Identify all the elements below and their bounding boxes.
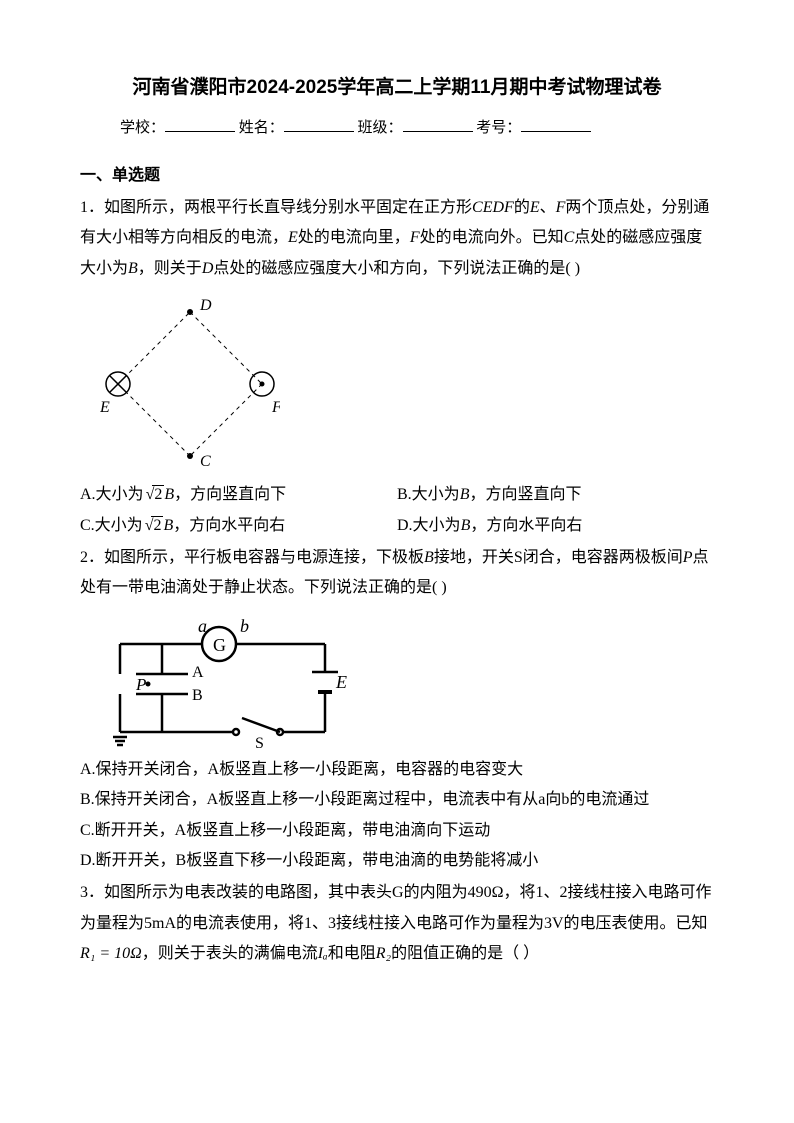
student-info-line: 学校： 姓名： 班级： 考号：: [80, 114, 714, 143]
q2-P: P: [683, 549, 693, 566]
q1-D: D: [202, 260, 214, 277]
name-blank[interactable]: [284, 116, 354, 132]
q1-optC: C.大小为2B，方向水平向右: [80, 511, 397, 541]
q1-optD: D.大小为B，方向水平向右: [397, 511, 714, 541]
sqrt-icon: 2: [144, 480, 165, 510]
q2-B: B: [424, 549, 434, 566]
svg-text:b: b: [240, 616, 249, 636]
q1-optC-suf: ，方向水平向右: [173, 517, 285, 534]
q1-figure: D C E F: [100, 294, 714, 474]
q1-E2: E: [288, 229, 298, 246]
q2-seg2: 接地，开关S闭合，电容器两极板间: [434, 549, 683, 566]
question-3: 3．如图所示为电表改装的电路图，其中表头G的内阻为490Ω，将1、2接线柱接入电…: [80, 878, 714, 969]
q1-B: B: [128, 260, 138, 277]
q1-optA-pre: A.大小为: [80, 486, 144, 503]
q2-num: 2．: [80, 549, 104, 566]
q1-num: 1．: [80, 199, 104, 216]
q1-C: C: [564, 229, 575, 246]
examno-label: 考号：: [476, 120, 521, 136]
q1-cedf: CEDF: [472, 199, 514, 216]
q2-optA: A.保持开关闭合，A板竖直上移一小段距离，电容器的电容变大: [80, 755, 714, 785]
page-title: 河南省濮阳市2024-2025学年高二上学期11月期中考试物理试卷: [80, 70, 714, 106]
q1-seg2: 的: [514, 199, 530, 216]
q1-optC-B: B: [163, 517, 173, 534]
q2-options: A.保持开关闭合，A板竖直上移一小段距离，电容器的电容变大 B.保持开关闭合，A…: [80, 755, 714, 877]
svg-text:E: E: [100, 399, 110, 416]
q1-optC-pre: C.大小为: [80, 517, 143, 534]
section-heading: 一、单选题: [80, 161, 714, 191]
q3-seg1: 如图所示为电表改装的电路图，其中表头G的内阻为490Ω，将1、2接线柱接入电路可…: [80, 884, 711, 931]
q2-optC: C.断开开关，A板竖直上移一小段距离，带电油滴向下运动: [80, 816, 714, 846]
svg-text:B: B: [192, 687, 203, 704]
svg-text:a: a: [198, 616, 207, 636]
q3-Ig: Iₐ: [318, 945, 328, 962]
svg-text:E: E: [335, 672, 347, 692]
q3-seg4: 的阻值正确的是（ ）: [391, 945, 539, 962]
q1-seg8: ，则关于: [138, 260, 202, 277]
q1-optA-B: B: [164, 486, 174, 503]
q2-seg1: 如图所示，平行板电容器与电源连接，下极板: [104, 549, 424, 566]
svg-text:S: S: [255, 735, 264, 749]
q3-R2: R₂: [376, 945, 391, 962]
q1-optB-pre: B.大小为: [397, 486, 460, 503]
q2-figure: G a b P A B E S: [100, 614, 714, 749]
examno-blank[interactable]: [521, 116, 591, 132]
q1-optD-pre: D.大小为: [397, 517, 461, 534]
q1-options: A.大小为2B，方向竖直向下 B.大小为B，方向竖直向下 C.大小为2B，方向水…: [80, 480, 714, 541]
q1-optB: B.大小为B，方向竖直向下: [397, 480, 714, 510]
school-label: 学校：: [120, 120, 165, 136]
q1-seg6: 处的电流向外。已知: [420, 229, 564, 246]
svg-text:C: C: [200, 453, 211, 470]
name-label: 姓名：: [239, 120, 284, 136]
svg-text:D: D: [199, 297, 212, 314]
question-1: 1．如图所示，两根平行长直导线分别水平固定在正方形CEDF的E、F两个顶点处，分…: [80, 193, 714, 284]
q1-seg1: 如图所示，两根平行长直导线分别水平固定在正方形: [104, 199, 472, 216]
q1-F: F: [556, 199, 566, 216]
q2-optB: B.保持开关闭合，A板竖直上移一小段距离过程中，电流表中有从a向b的电流通过: [80, 785, 714, 815]
q1-E: E: [530, 199, 540, 216]
q1-seg3a: 、: [540, 199, 556, 216]
school-blank[interactable]: [165, 116, 235, 132]
class-label: 班级：: [358, 120, 403, 136]
q2-optD: D.断开开关，B板竖直下移一小段距离，带电油滴的电势能将减小: [80, 846, 714, 876]
q1-optA-suf: ，方向竖直向下: [174, 486, 286, 503]
q1-optA: A.大小为2B，方向竖直向下: [80, 480, 397, 510]
q1-F2: F: [410, 229, 420, 246]
question-2: 2．如图所示，平行板电容器与电源连接，下极板B接地，开关S闭合，电容器两极板间P…: [80, 543, 714, 604]
q3-seg2: ，则关于表头的满偏电流: [142, 945, 318, 962]
q1-seg9: 点处的磁感应强度大小和方向，下列说法正确的是( ): [213, 260, 580, 277]
q1-seg5: 处的电流向里，: [298, 229, 410, 246]
sqrt-icon: 2: [143, 511, 164, 541]
q1-optB-B: B: [460, 486, 470, 503]
q3-num: 3．: [80, 884, 104, 901]
q1-optD-suf: ，方向水平向右: [470, 517, 582, 534]
svg-text:P: P: [135, 675, 146, 694]
svg-text:G: G: [213, 635, 226, 655]
q1-optB-suf: ，方向竖直向下: [469, 486, 581, 503]
svg-text:F: F: [271, 399, 280, 416]
class-blank[interactable]: [403, 116, 473, 132]
q3-R1: R₁ = 10Ω: [80, 945, 142, 962]
q1-optD-B: B: [461, 517, 471, 534]
svg-text:A: A: [192, 664, 204, 681]
q3-seg3: 和电阻: [328, 945, 376, 962]
